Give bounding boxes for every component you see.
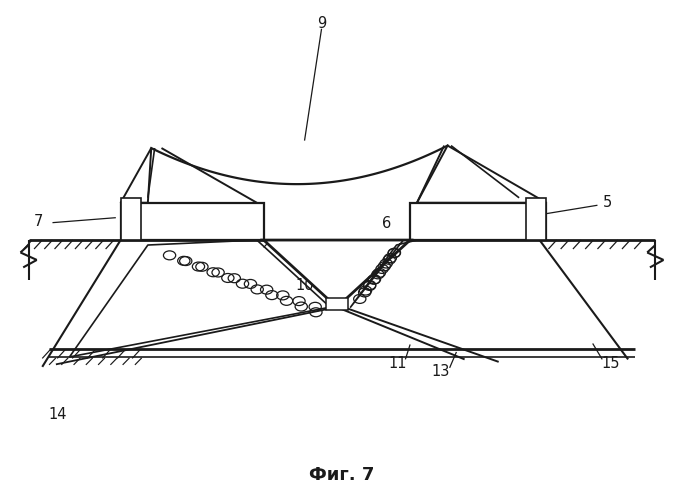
Polygon shape bbox=[120, 198, 141, 240]
Polygon shape bbox=[120, 148, 151, 203]
Polygon shape bbox=[410, 203, 547, 240]
Text: 6: 6 bbox=[382, 216, 391, 231]
Text: 13: 13 bbox=[432, 364, 450, 380]
Text: 14: 14 bbox=[48, 406, 66, 422]
Text: 9: 9 bbox=[317, 16, 326, 32]
Polygon shape bbox=[526, 198, 547, 240]
Text: 10: 10 bbox=[295, 278, 314, 293]
Text: 15: 15 bbox=[602, 356, 620, 371]
Polygon shape bbox=[263, 240, 410, 307]
Polygon shape bbox=[326, 298, 347, 310]
Text: 7: 7 bbox=[34, 214, 44, 228]
Text: 5: 5 bbox=[603, 196, 612, 210]
Polygon shape bbox=[417, 146, 547, 203]
Text: 8: 8 bbox=[170, 215, 180, 230]
Text: 11: 11 bbox=[389, 356, 407, 371]
Text: Фиг. 7: Фиг. 7 bbox=[309, 466, 375, 483]
Polygon shape bbox=[120, 203, 263, 240]
